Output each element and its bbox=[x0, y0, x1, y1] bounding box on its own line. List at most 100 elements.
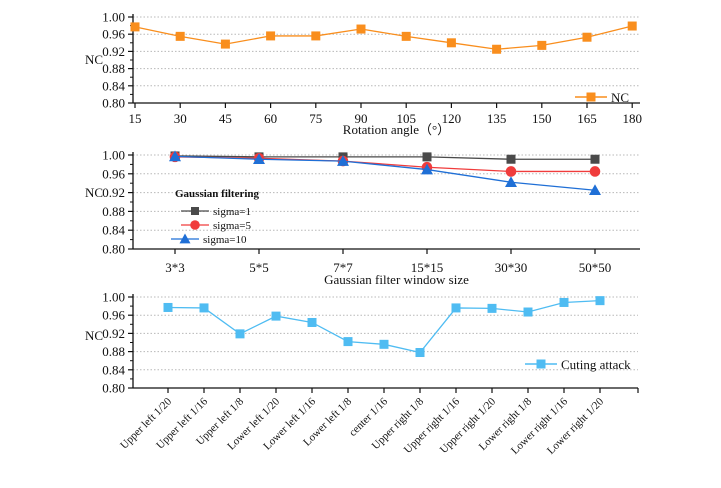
data-point bbox=[163, 302, 173, 312]
x-tick-label: 150 bbox=[532, 111, 552, 126]
legend-title: Gaussian filtering bbox=[175, 188, 260, 200]
y-tick-label: 1.00 bbox=[102, 10, 125, 25]
legend-marker bbox=[191, 207, 199, 215]
y-tick-label: 0.80 bbox=[102, 381, 125, 396]
y-tick-label: 0.88 bbox=[102, 344, 125, 359]
y-axis-label: NC bbox=[85, 328, 103, 343]
y-tick-label: 0.84 bbox=[102, 223, 125, 238]
data-point bbox=[343, 337, 353, 347]
data-point bbox=[505, 166, 517, 177]
data-point bbox=[627, 21, 637, 31]
data-point bbox=[271, 311, 281, 321]
data-point bbox=[415, 348, 425, 358]
y-tick-label: 0.96 bbox=[102, 166, 125, 181]
data-point bbox=[582, 32, 592, 42]
data-point bbox=[537, 40, 547, 50]
x-tick-label: 3*3 bbox=[165, 260, 185, 275]
x-tick-label: 30*30 bbox=[495, 260, 528, 275]
chart-rotation: 0.80 0.84 0.88 0.92 0.96 1.00 NC 15 30 45 60 75 90 10… bbox=[85, 10, 642, 138]
data-point bbox=[266, 31, 276, 41]
data-point bbox=[446, 38, 456, 48]
series-nc bbox=[130, 21, 637, 54]
series-line bbox=[134, 25, 633, 50]
x-tick-label: 165 bbox=[577, 111, 597, 126]
y-tick-label: 0.92 bbox=[102, 185, 125, 200]
data-point bbox=[422, 152, 432, 162]
y-axis-label: NC bbox=[85, 185, 103, 200]
x-tick-label: 60 bbox=[264, 111, 277, 126]
data-point bbox=[199, 303, 209, 313]
data-point bbox=[506, 154, 516, 164]
x-tick-label: 75 bbox=[309, 111, 322, 126]
x-tick-label: 15*15 bbox=[411, 260, 444, 275]
legend-label: sigma=5 bbox=[213, 220, 251, 232]
x-tick-label: 7*7 bbox=[333, 260, 353, 275]
y-tick-label: 0.88 bbox=[102, 204, 125, 219]
x-tick-label: 90 bbox=[355, 111, 368, 126]
data-point bbox=[451, 303, 461, 313]
y-tick-label: 0.80 bbox=[102, 242, 125, 257]
y-tick-label: 0.84 bbox=[102, 78, 125, 93]
data-point bbox=[130, 22, 140, 32]
x-axis-label: Rotation angle（°） bbox=[343, 122, 450, 137]
data-point bbox=[311, 31, 321, 41]
series-cuting-attack bbox=[163, 296, 605, 358]
legend-label: NC bbox=[611, 90, 629, 105]
data-point bbox=[487, 303, 497, 313]
series-line bbox=[174, 155, 596, 191]
chart-gaussian: 0.80 0.84 0.88 0.92 0.96 1.00 NC 3*3 5*5 7*7 15*15… bbox=[85, 148, 640, 287]
data-point bbox=[589, 166, 601, 177]
legend-marker bbox=[190, 220, 200, 230]
y-tick-label: 1.00 bbox=[102, 148, 125, 163]
series-sigma-10 bbox=[169, 150, 601, 196]
data-point bbox=[559, 297, 569, 307]
y-tick-label: 0.92 bbox=[102, 326, 125, 341]
data-point bbox=[505, 176, 517, 188]
x-tick-label: 50*50 bbox=[579, 260, 612, 275]
x-tick-label: 105 bbox=[396, 111, 416, 126]
data-point bbox=[379, 339, 389, 349]
y-axis-label: NC bbox=[85, 52, 103, 67]
legend-label: sigma=10 bbox=[203, 234, 247, 246]
series-line bbox=[174, 155, 595, 160]
x-axis-label: Gaussian filter window size bbox=[324, 272, 469, 287]
legend: Gaussian filtering sigma=1 sigma=5 sigma=10 bbox=[171, 188, 260, 246]
legend-marker bbox=[536, 359, 546, 369]
x-tick-label: 135 bbox=[487, 111, 507, 126]
y-tick-label: 0.96 bbox=[102, 308, 125, 323]
x-tick-label: 120 bbox=[442, 111, 462, 126]
legend-marker bbox=[586, 92, 596, 102]
legend: NC bbox=[575, 90, 629, 105]
data-point bbox=[492, 44, 502, 54]
data-point bbox=[175, 31, 185, 41]
data-point bbox=[337, 155, 349, 166]
data-point bbox=[253, 153, 265, 165]
x-tick-label: 15 bbox=[129, 111, 142, 126]
data-point bbox=[595, 296, 605, 306]
x-tick-label: 45 bbox=[219, 111, 232, 126]
data-point bbox=[590, 154, 600, 164]
y-tick-label: 0.88 bbox=[102, 61, 125, 76]
y-tick-label: 0.80 bbox=[102, 96, 125, 111]
data-point bbox=[401, 31, 411, 41]
legend-marker bbox=[179, 233, 191, 244]
y-tick-label: 1.00 bbox=[102, 290, 125, 305]
data-point bbox=[523, 307, 533, 317]
x-tick-label: 180 bbox=[622, 111, 642, 126]
legend-label: Cuting attack bbox=[561, 357, 631, 372]
data-point bbox=[589, 184, 601, 196]
data-point bbox=[421, 163, 433, 175]
legend-label: sigma=1 bbox=[213, 206, 251, 218]
data-point bbox=[307, 317, 317, 327]
data-point bbox=[220, 39, 230, 49]
y-tick-label: 0.96 bbox=[102, 27, 125, 42]
data-point bbox=[169, 150, 181, 162]
y-tick-label: 0.92 bbox=[102, 44, 125, 59]
y-tick-label: 0.84 bbox=[102, 362, 125, 377]
x-tick-label: 5*5 bbox=[249, 260, 269, 275]
series-line bbox=[174, 156, 595, 173]
data-point bbox=[235, 329, 245, 339]
legend: Cuting attack bbox=[525, 357, 631, 372]
